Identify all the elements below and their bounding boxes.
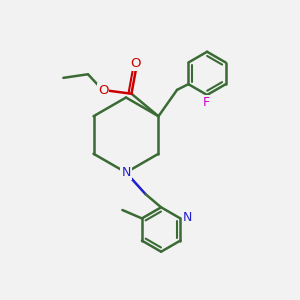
- Text: O: O: [131, 57, 141, 70]
- Text: F: F: [203, 96, 210, 109]
- Text: O: O: [98, 84, 109, 97]
- Text: N: N: [183, 211, 192, 224]
- Text: N: N: [121, 166, 131, 179]
